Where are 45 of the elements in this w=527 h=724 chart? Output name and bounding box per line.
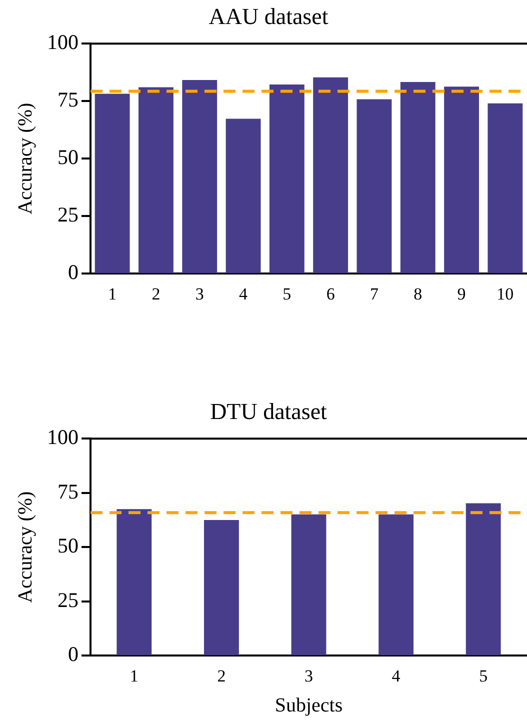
y-tick-label: 50: [58, 145, 78, 170]
bar: [488, 103, 523, 274]
bar: [313, 77, 348, 274]
x-tick-label: 3: [195, 284, 204, 304]
x-tick-label: 1: [108, 284, 117, 304]
bar: [94, 94, 130, 274]
x-tick-label: 5: [282, 284, 292, 304]
x-tick-label: 2: [152, 284, 160, 304]
bar: [182, 80, 218, 274]
x-tick-label: 6: [326, 284, 335, 304]
y-tick-label: 25: [58, 588, 78, 612]
bar: [291, 514, 326, 656]
x-tick-label: 5: [479, 666, 488, 686]
y-tick-label: 75: [58, 88, 78, 112]
y-axis-title: Accuracy (%): [14, 102, 36, 214]
bar: [138, 87, 174, 274]
bar: [204, 520, 239, 656]
y-tick-label: 100: [47, 30, 78, 54]
x-tick-label: 4: [239, 284, 248, 304]
bar: [116, 509, 152, 656]
bar: [269, 84, 304, 274]
bar: [226, 118, 261, 274]
chart-title: DTU dataset: [210, 398, 328, 424]
y-axis-title: Accuracy (%): [14, 491, 36, 603]
x-tick-label: 4: [392, 666, 401, 686]
x-tick-label: 3: [304, 666, 313, 686]
y-tick-label: 0: [68, 260, 78, 284]
y-tick-label: 75: [58, 479, 78, 504]
y-tick-label: 25: [58, 202, 78, 227]
y-tick-label: 0: [68, 642, 78, 666]
bar: [400, 82, 436, 274]
y-tick-label: 50: [58, 534, 78, 558]
x-tick-label: 7: [370, 284, 379, 304]
bar: [356, 99, 392, 274]
y-tick-label: 100: [47, 425, 78, 450]
chart-title: AAU dataset: [208, 4, 329, 29]
x-tick-label: 10: [496, 284, 514, 304]
bar: [378, 514, 414, 656]
x-tick-label: 8: [414, 284, 422, 304]
bar: [444, 86, 479, 274]
x-tick-label: 1: [130, 666, 138, 686]
x-tick-label: 2: [217, 666, 226, 686]
bar: [466, 503, 501, 656]
x-axis-title: Subjects: [274, 694, 343, 716]
x-tick-label: 9: [457, 284, 466, 304]
